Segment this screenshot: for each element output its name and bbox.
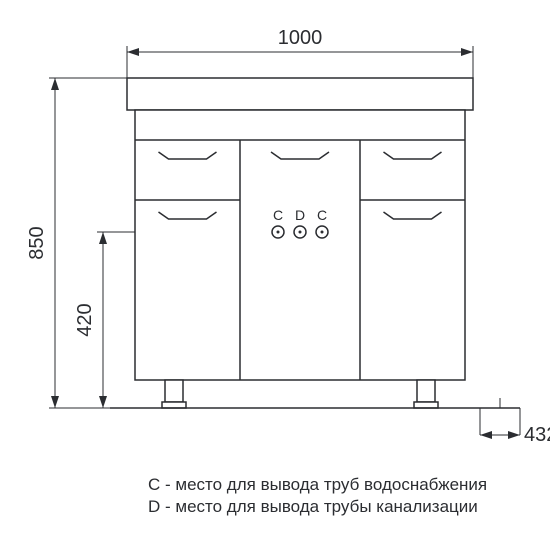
legend-d: D - место для вывода трубы канализации: [148, 497, 478, 516]
legend-c: C - место для вывода труб водоснабжения: [148, 475, 487, 494]
dim-depth: 432: [524, 424, 550, 446]
dim-shelf: 420: [74, 303, 96, 336]
dim-height: 850: [26, 226, 48, 259]
marker-d-label: D: [295, 207, 305, 223]
dim-width: 1000: [278, 27, 323, 49]
marker-c-right-label: C: [317, 207, 327, 223]
marker-c-left-label: C: [273, 207, 283, 223]
